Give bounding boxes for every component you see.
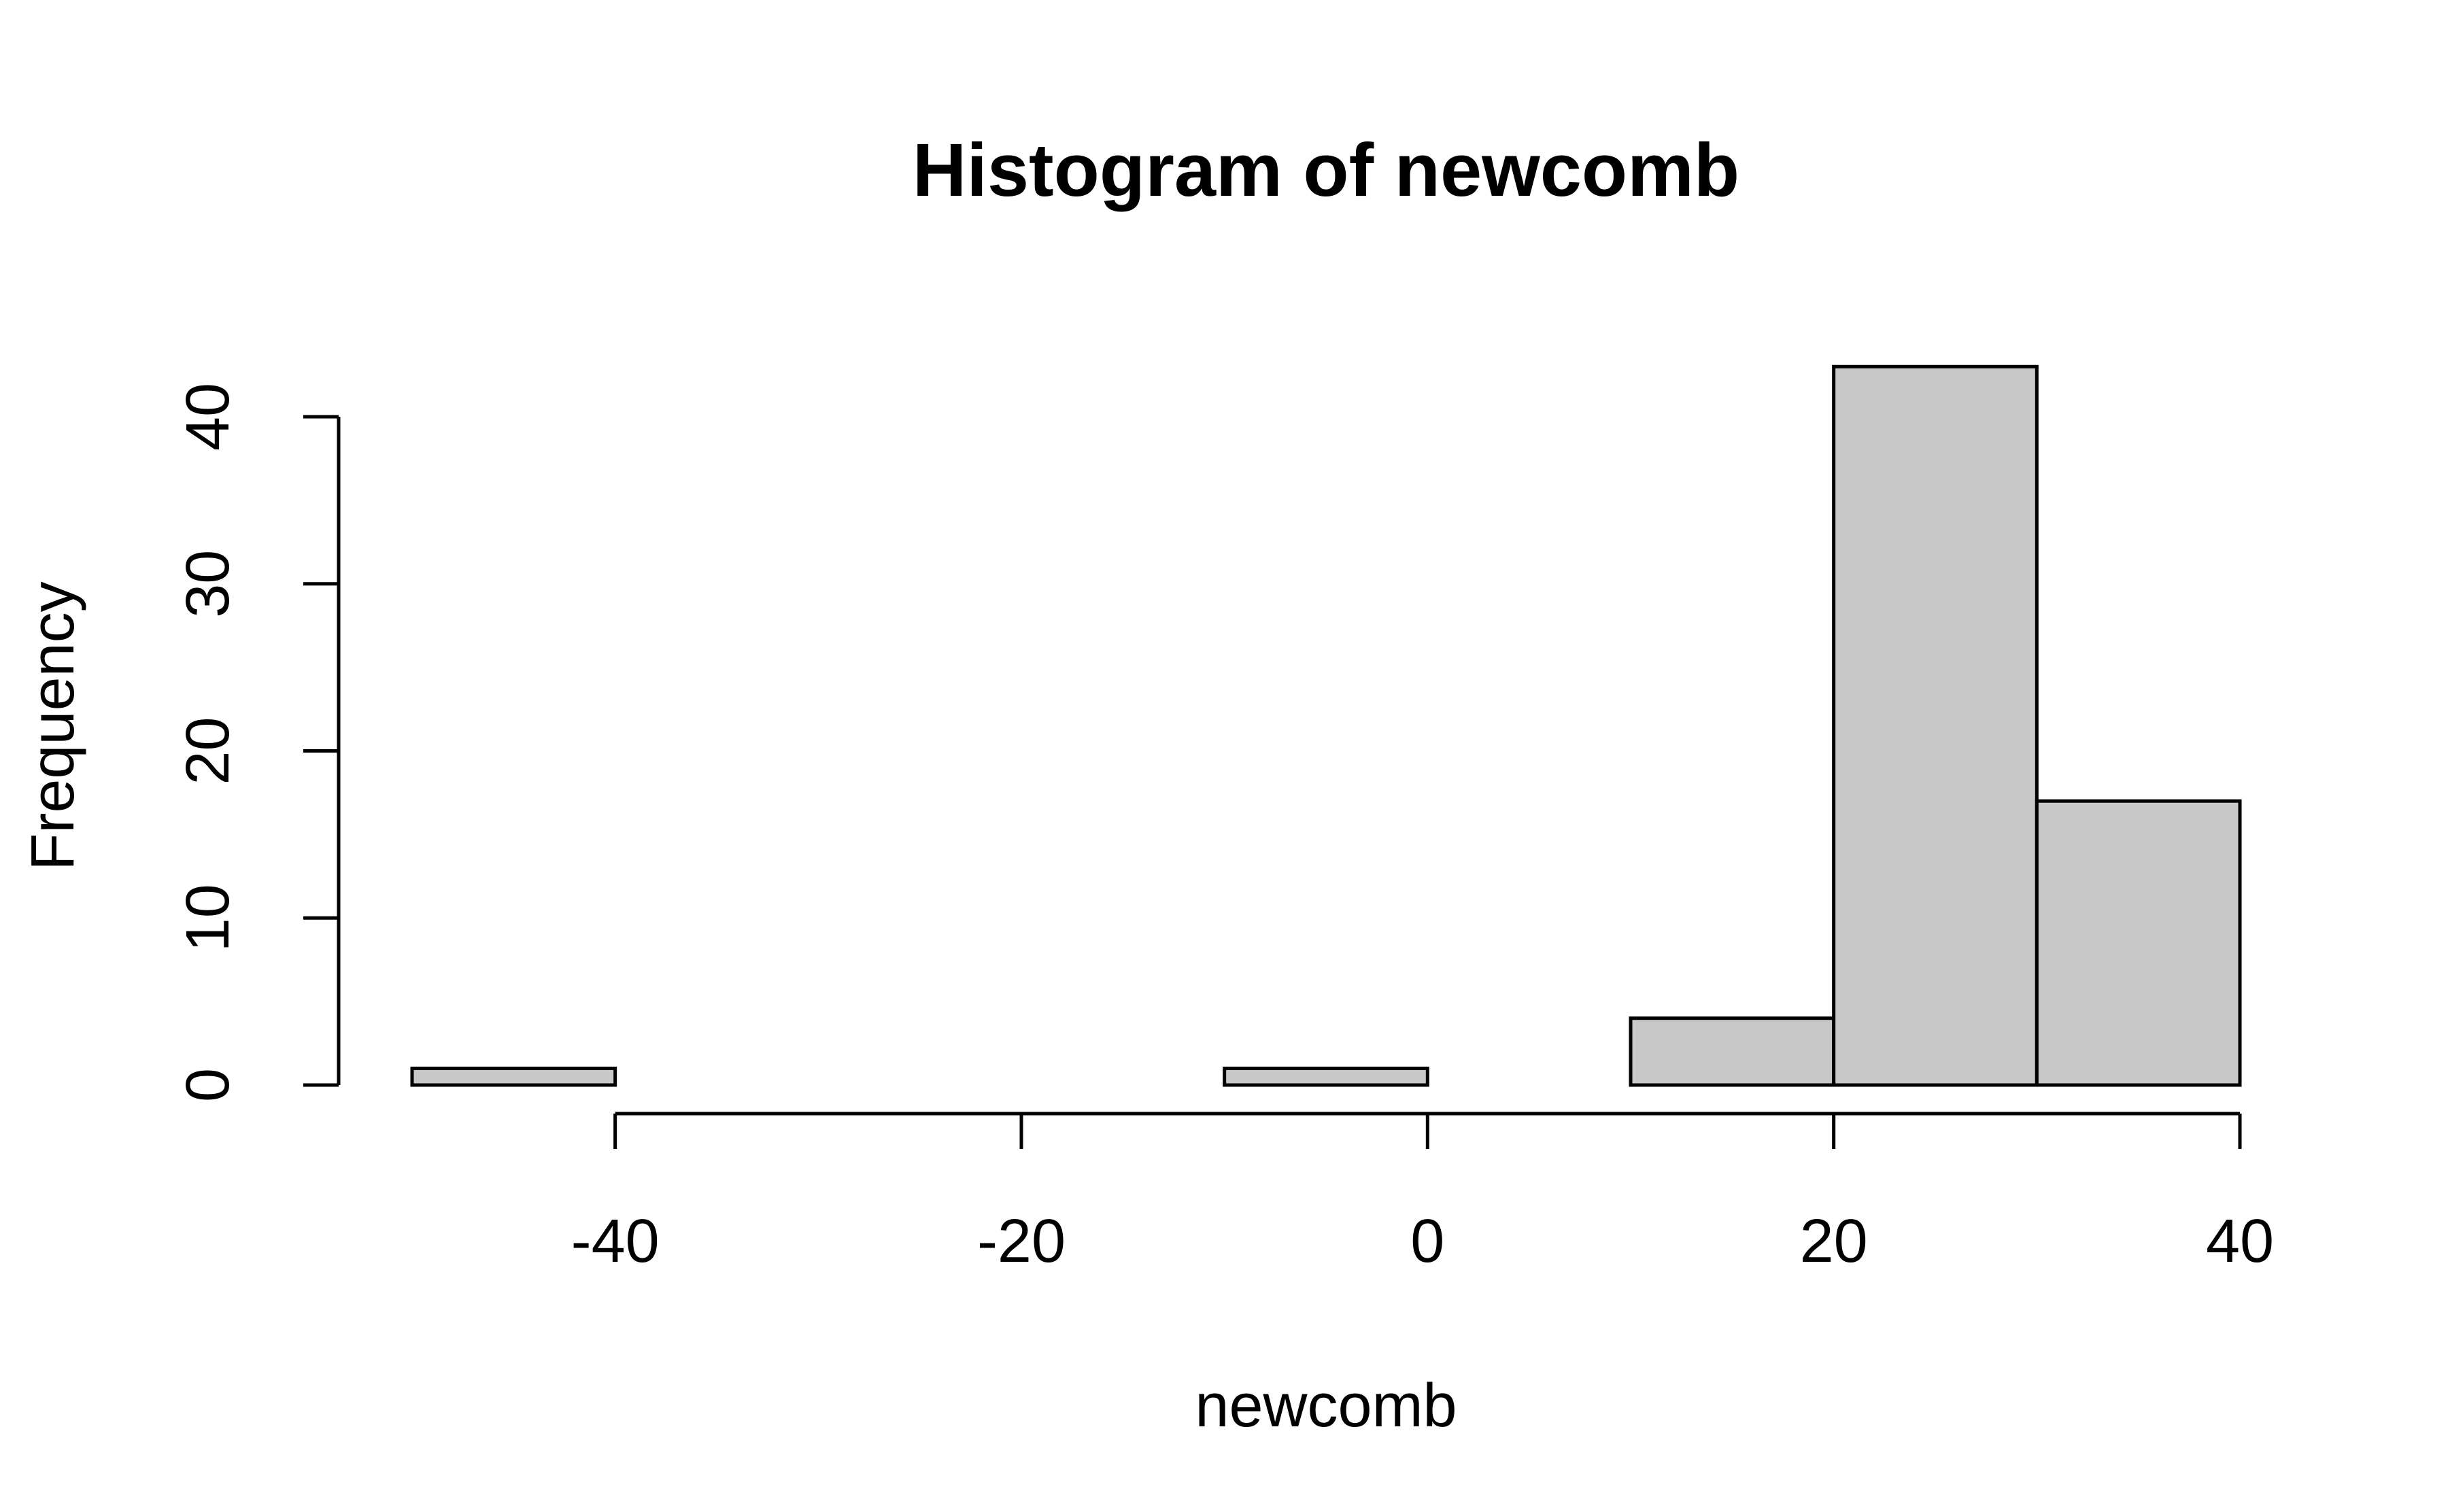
y-axis-label: Frequency [19,581,87,870]
y-tick-label: 20 [174,717,242,785]
x-tick-label: 40 [2206,1207,2274,1275]
histogram-bar [1223,1066,1429,1087]
y-tick-label: 40 [174,383,242,451]
x-tick-label: -20 [977,1207,1066,1275]
x-tick-label: -40 [571,1207,660,1275]
x-axis: -40 -20 0 20 40 [571,1112,2274,1275]
x-axis-label: newcomb [1195,1372,1457,1440]
histogram-bar [2035,799,2242,1087]
histogram-bar [1629,1016,1836,1087]
y-tick-label: 10 [174,884,242,952]
histogram-bar [410,1066,617,1087]
x-tick-label: 0 [1410,1207,1444,1275]
x-tick-label: 20 [1800,1207,1868,1275]
histogram-bars [410,364,2242,1087]
chart-title: Histogram of newcomb [913,128,1739,212]
y-tick-label: 30 [174,550,242,618]
y-axis: 0 10 20 30 40 [174,383,341,1102]
histogram-bar [1832,364,2039,1087]
y-tick-label: 0 [174,1068,242,1102]
